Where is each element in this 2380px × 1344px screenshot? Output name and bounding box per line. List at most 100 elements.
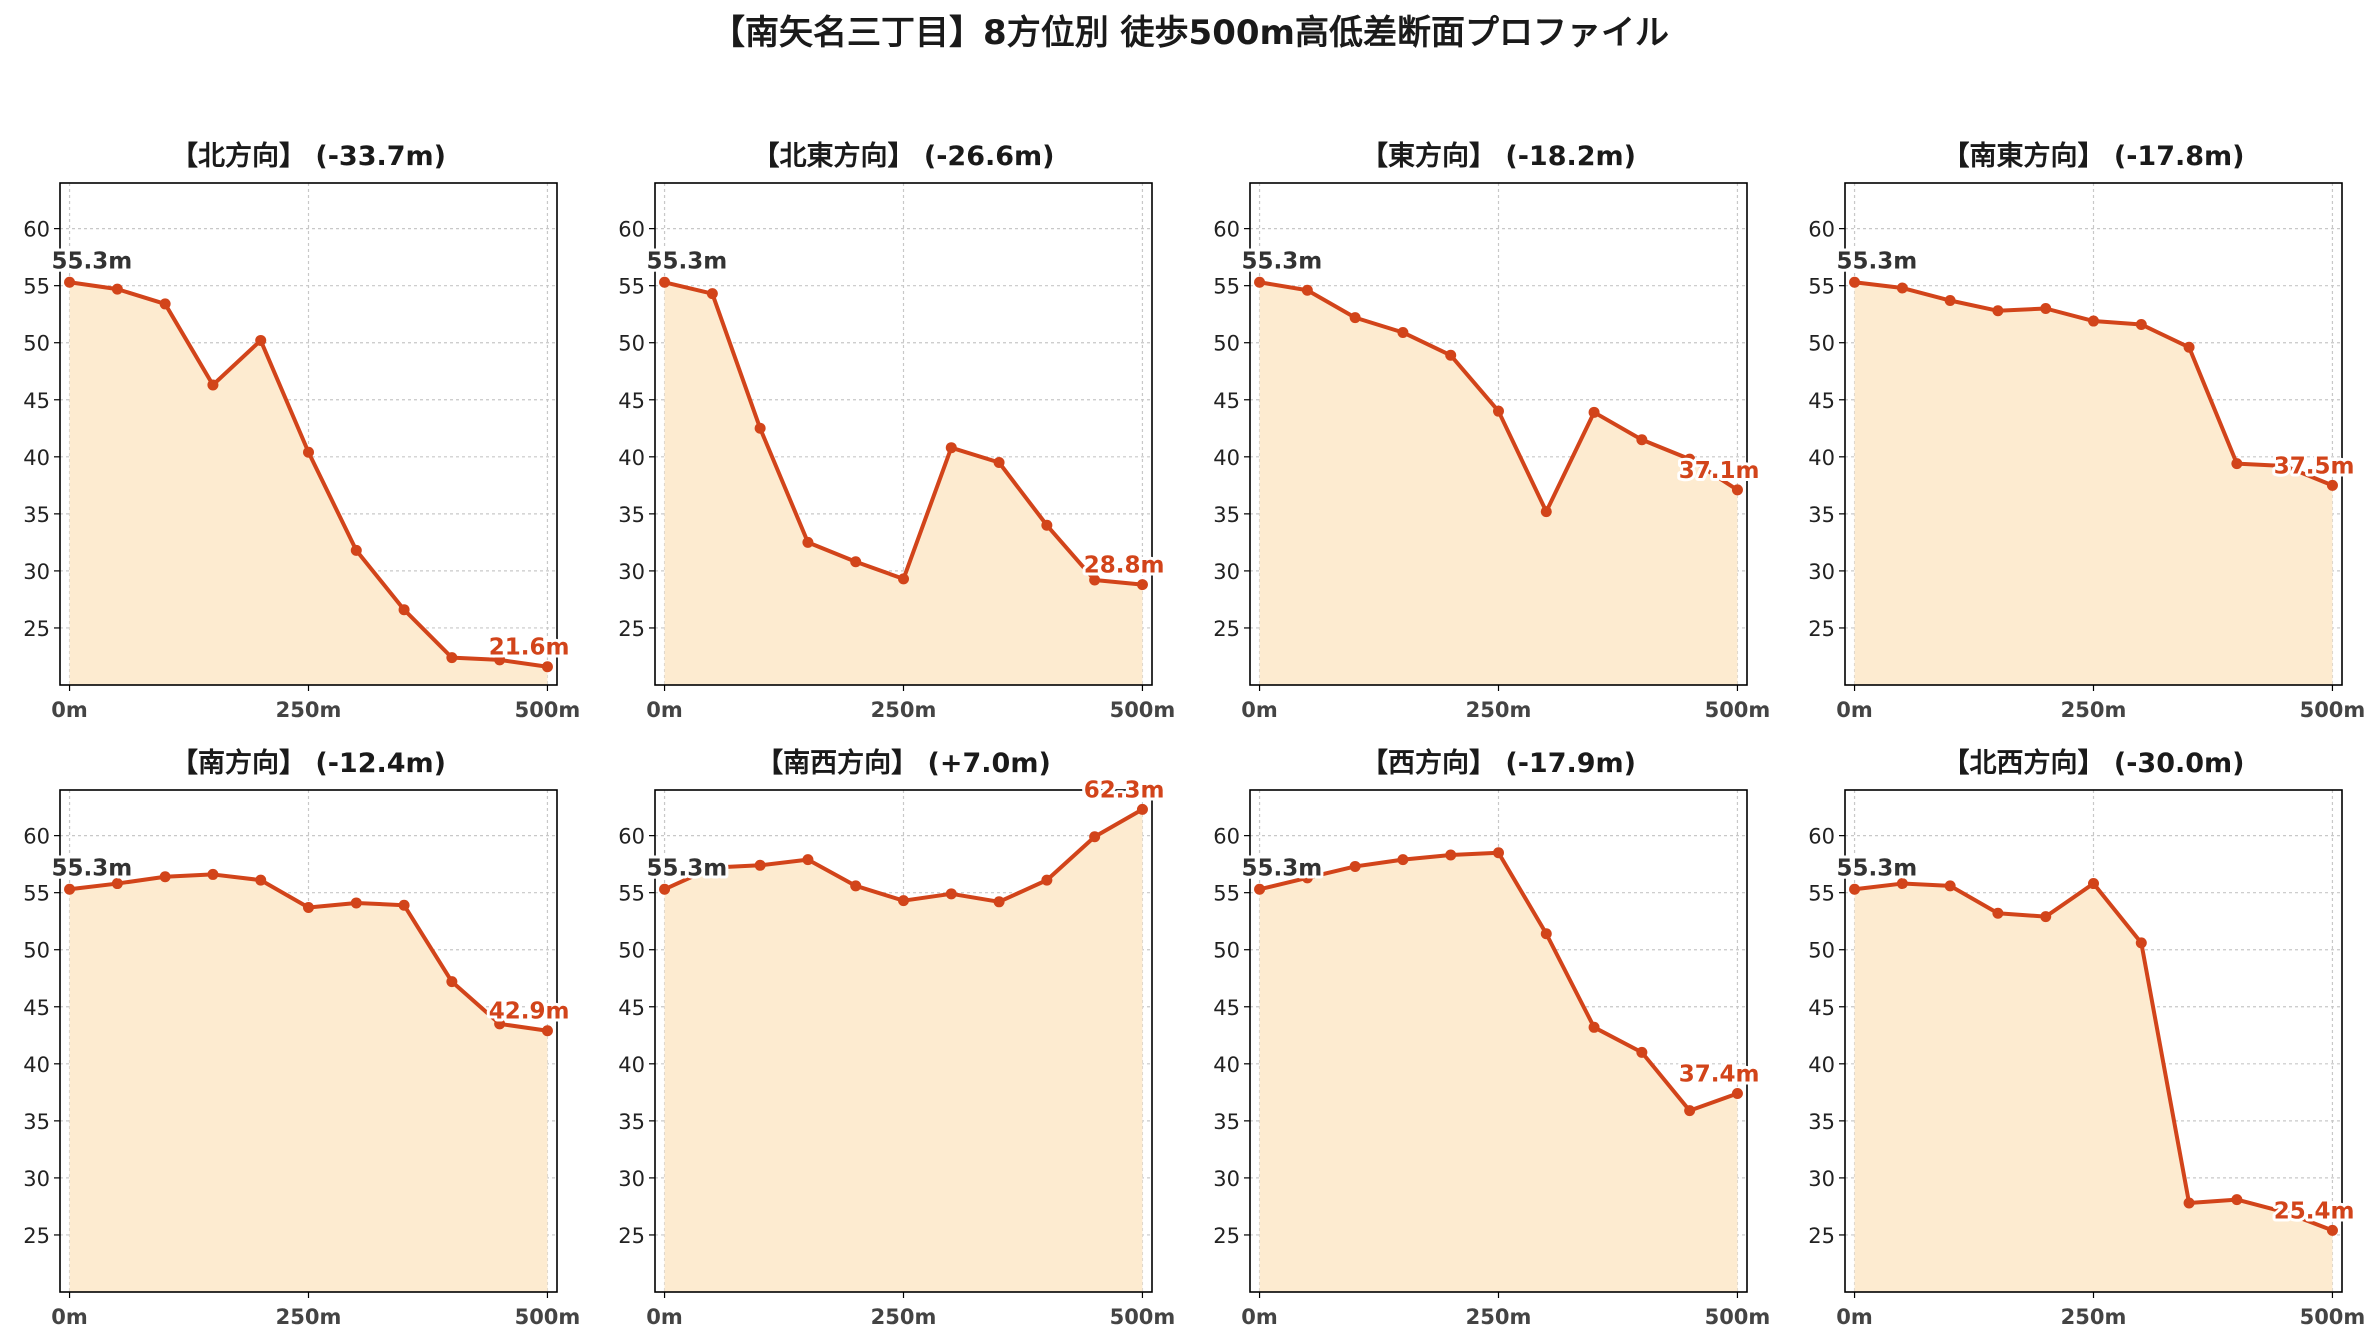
- subplot-title: 【西方向】 (-17.9m): [1361, 747, 1636, 779]
- data-point: [350, 544, 362, 556]
- y-tick-label: 45: [1808, 996, 1835, 1020]
- subplot-1: 【北東方向】 (-26.6m) 25 30 35 40 45 50 55 60 0m 250m 500…: [618, 140, 1175, 722]
- data-point: [1493, 405, 1504, 417]
- data-point: [993, 896, 1005, 908]
- end-elevation-label: 62.3m: [1084, 777, 1165, 803]
- x-tick-label: 250m: [1466, 698, 1532, 722]
- data-point: [1992, 305, 2004, 317]
- elevation-area: [69, 874, 548, 1292]
- start-elevation-label: 55.3m: [1837, 248, 1918, 274]
- elevation-area: [1259, 282, 1738, 685]
- data-point: [1684, 1105, 1696, 1117]
- y-tick-label: 60: [1808, 218, 1835, 242]
- data-point: [1445, 849, 1457, 861]
- data-point: [1041, 874, 1053, 886]
- data-point: [1944, 880, 1956, 892]
- x-tick-label: 500m: [1110, 1305, 1176, 1329]
- data-point: [1089, 574, 1101, 586]
- data-point: [2040, 911, 2052, 923]
- elevation-area: [664, 282, 1143, 685]
- y-tick-label: 45: [23, 996, 50, 1020]
- start-elevation-label: 55.3m: [647, 248, 728, 274]
- y-tick-label: 35: [23, 503, 50, 527]
- x-tick-label: 250m: [2061, 698, 2127, 722]
- x-tick-label: 500m: [515, 698, 581, 722]
- data-point: [255, 874, 267, 886]
- y-tick-label: 35: [23, 1110, 50, 1134]
- data-point: [255, 334, 267, 346]
- elevation-area: [664, 809, 1143, 1292]
- x-tick-label: 0m: [51, 1305, 88, 1329]
- y-tick-label: 40: [1808, 1053, 1835, 1077]
- data-point: [898, 573, 909, 585]
- y-tick-label: 50: [1213, 939, 1240, 963]
- data-point: [802, 854, 814, 866]
- y-tick-label: 25: [1808, 1224, 1835, 1248]
- y-tick-label: 30: [1213, 1167, 1240, 1191]
- subplot-7: 【北西方向】 (-30.0m) 25 30 35 40 45 50 55 60 0m 250m 500…: [1808, 747, 2365, 1329]
- y-tick-label: 35: [618, 503, 645, 527]
- data-point: [850, 556, 862, 568]
- data-point: [494, 1018, 506, 1030]
- y-tick-label: 45: [23, 389, 50, 413]
- x-tick-label: 0m: [646, 1305, 683, 1329]
- data-point: [1992, 907, 2004, 919]
- start-elevation-label: 55.3m: [1837, 855, 1918, 881]
- y-tick-label: 60: [618, 825, 645, 849]
- y-tick-label: 60: [1213, 218, 1240, 242]
- data-point: [1349, 860, 1361, 872]
- figure-title: 【南矢名三丁目】8方位別 徒歩500m高低差断面プロファイル: [711, 13, 1669, 53]
- y-tick-label: 40: [1808, 446, 1835, 470]
- start-elevation-label: 55.3m: [1242, 248, 1323, 274]
- data-point: [898, 895, 909, 907]
- data-point: [2088, 878, 2099, 890]
- y-tick-label: 45: [1213, 996, 1240, 1020]
- y-tick-label: 25: [23, 1224, 50, 1248]
- y-tick-label: 50: [23, 939, 50, 963]
- elevation-area: [69, 282, 548, 685]
- data-point: [2088, 315, 2099, 327]
- subplot-title: 【北東方向】 (-26.6m): [752, 140, 1054, 172]
- subplot-6: 【西方向】 (-17.9m) 25 30 35 40 45 50 55 60 0m 250m 500m…: [1213, 747, 1770, 1329]
- data-point: [541, 1025, 553, 1037]
- elevation-area: [1854, 883, 2333, 1292]
- x-tick-label: 250m: [2061, 1305, 2127, 1329]
- data-point: [2326, 479, 2338, 491]
- data-point: [2279, 460, 2291, 472]
- x-tick-label: 250m: [871, 698, 937, 722]
- subplot-4: 【南方向】 (-12.4m) 25 30 35 40 45 50 55 60 0m 250m 500m…: [23, 747, 580, 1329]
- x-tick-label: 250m: [871, 1305, 937, 1329]
- data-point: [207, 868, 219, 880]
- y-tick-label: 55: [1213, 882, 1240, 906]
- elevation-area: [1854, 282, 2333, 685]
- y-tick-label: 35: [1808, 503, 1835, 527]
- y-tick-label: 40: [1213, 1053, 1240, 1077]
- end-elevation-label: 21.6m: [489, 635, 570, 661]
- data-point: [1540, 928, 1552, 940]
- data-point: [850, 880, 862, 892]
- data-point: [64, 883, 76, 895]
- y-tick-label: 60: [23, 218, 50, 242]
- y-tick-label: 40: [618, 446, 645, 470]
- start-elevation-label: 55.3m: [52, 248, 133, 274]
- data-point: [446, 652, 458, 664]
- y-tick-label: 55: [618, 275, 645, 299]
- plot-frame: [1249, 182, 1748, 686]
- x-tick-label: 250m: [276, 698, 342, 722]
- y-tick-label: 30: [1808, 1167, 1835, 1191]
- data-point: [111, 878, 123, 890]
- data-point: [659, 883, 671, 895]
- y-tick-label: 40: [618, 1053, 645, 1077]
- x-tick-label: 500m: [515, 1305, 581, 1329]
- y-tick-label: 30: [1808, 560, 1835, 584]
- start-elevation-label: 55.3m: [1242, 855, 1323, 881]
- start-elevation-label: 55.3m: [647, 855, 728, 881]
- data-point: [1136, 803, 1148, 815]
- y-tick-label: 35: [1213, 503, 1240, 527]
- data-point: [446, 976, 458, 988]
- y-tick-label: 55: [1808, 882, 1835, 906]
- y-tick-label: 45: [1213, 389, 1240, 413]
- end-elevation-label: 25.4m: [2274, 1198, 2355, 1224]
- data-point: [754, 859, 766, 871]
